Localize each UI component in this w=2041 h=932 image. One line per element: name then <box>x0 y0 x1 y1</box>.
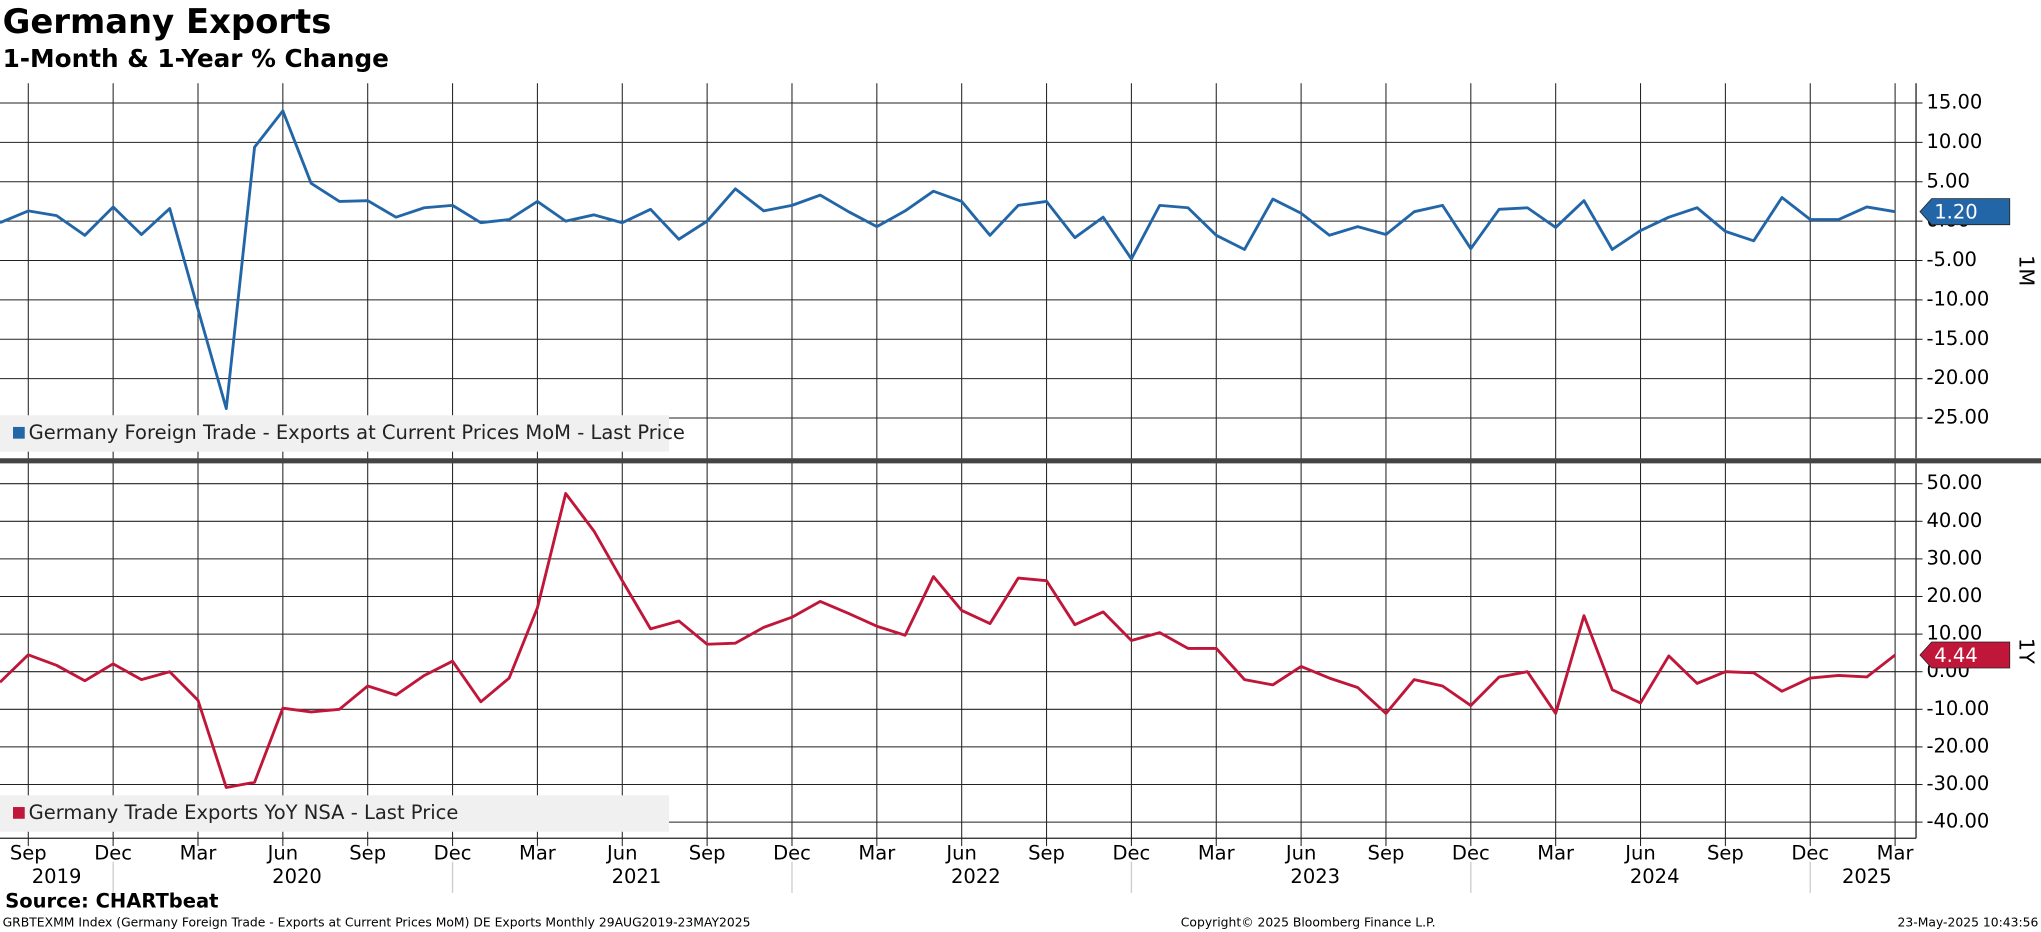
year-label: 2025 <box>1842 865 1892 888</box>
year-label: 2019 <box>32 865 82 888</box>
x-tick-label: Dec <box>1113 841 1151 864</box>
year-label: 2023 <box>1290 865 1340 888</box>
y-tick-label: -10.00 <box>1926 287 1989 310</box>
x-tick-label: Jun <box>944 841 976 864</box>
year-label: 2022 <box>951 865 1001 888</box>
year-label: 2021 <box>612 865 662 888</box>
y-axis-label: 1M <box>2014 255 2038 286</box>
series-line <box>0 109 1896 411</box>
y-tick-label: 30.00 <box>1926 546 1982 569</box>
legend-swatch <box>13 426 25 439</box>
x-tick-label: Sep <box>10 841 47 864</box>
x-tick-label: Jun <box>605 841 637 864</box>
x-tick-label: Dec <box>1791 841 1829 864</box>
x-tick-label: Dec <box>94 841 132 864</box>
source: Source: CHARTbeat <box>5 890 218 913</box>
y-tick-label: -30.00 <box>1926 772 1989 795</box>
y-tick-label: 5.00 <box>1926 169 1969 192</box>
y-tick-label: -40.00 <box>1926 810 1989 833</box>
x-tick-label: Mar <box>1198 841 1236 864</box>
last-value-label: 4.44 <box>1934 644 1977 667</box>
y-tick-label: -25.00 <box>1926 406 1989 429</box>
x-tick-label: Mar <box>519 841 557 864</box>
last-value-label: 1.20 <box>1934 200 1977 223</box>
y-axis-label: 1Y <box>2014 638 2038 664</box>
x-tick-label: Jun <box>1623 841 1655 864</box>
y-tick-label: 15.00 <box>1926 90 1982 113</box>
x-tick-label: Mar <box>1537 841 1575 864</box>
legend-label: Germany Foreign Trade - Exports at Curre… <box>29 421 685 444</box>
y-tick-label: -5.00 <box>1926 248 1976 271</box>
x-tick-label: Dec <box>773 841 811 864</box>
x-tick-label: Sep <box>349 841 386 864</box>
x-tick-label: Sep <box>689 841 726 864</box>
year-label: 2024 <box>1630 865 1680 888</box>
x-tick-label: Dec <box>434 841 472 864</box>
y-tick-label: 50.00 <box>1926 471 1982 494</box>
y-tick-label: 10.00 <box>1926 130 1982 153</box>
series-line <box>0 492 1896 789</box>
y-tick-label: 20.00 <box>1926 584 1982 607</box>
chart-title: Germany Exports <box>3 2 332 41</box>
x-tick-label: Sep <box>1368 841 1405 864</box>
y-tick-label: 40.00 <box>1926 509 1982 532</box>
footer-left: GRBTEXMM Index (Germany Foreign Trade - … <box>3 915 751 929</box>
x-tick-label: Sep <box>1028 841 1065 864</box>
y-tick-label: -10.00 <box>1926 697 1989 720</box>
y-tick-label: 10.00 <box>1926 622 1982 645</box>
x-tick-label: Mar <box>1877 841 1915 864</box>
footer-center: Copyright© 2025 Bloomberg Finance L.P. <box>1181 915 1436 929</box>
x-tick-label: Jun <box>266 841 298 864</box>
year-label: 2020 <box>272 865 322 888</box>
last-value-tag <box>1919 198 2011 226</box>
x-tick-label: Sep <box>1707 841 1744 864</box>
x-tick-label: Jun <box>1284 841 1316 864</box>
x-tick-label: Dec <box>1452 841 1490 864</box>
footer-right: 23-May-2025 10:43:56 <box>1898 915 2039 929</box>
y-tick-label: -15.00 <box>1926 327 1989 350</box>
legend-swatch <box>13 807 25 819</box>
legend-box <box>0 415 670 452</box>
y-tick-label: -20.00 <box>1926 734 1989 757</box>
last-value-tag <box>1919 641 2011 669</box>
y-tick-label: -20.00 <box>1926 366 1989 389</box>
legend-label: Germany Trade Exports YoY NSA - Last Pri… <box>29 801 459 824</box>
x-tick-label: Mar <box>180 841 218 864</box>
legend-box <box>0 795 670 832</box>
chart-subtitle: 1-Month & 1-Year % Change <box>3 44 389 73</box>
x-tick-label: Mar <box>858 841 896 864</box>
